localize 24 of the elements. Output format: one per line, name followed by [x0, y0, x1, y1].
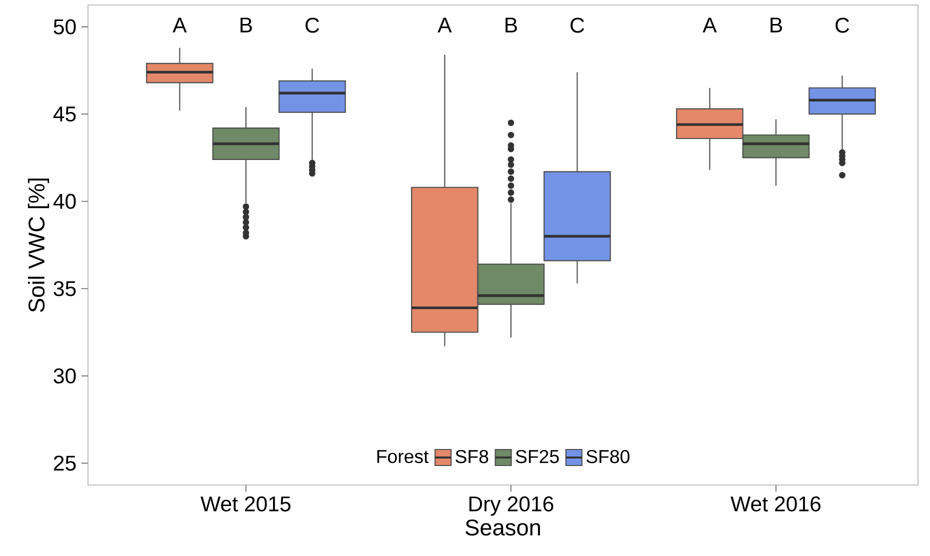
- y-tick-label: 25: [54, 456, 76, 471]
- legend-label: SF8: [456, 450, 488, 464]
- annotation: B: [506, 18, 517, 32]
- legend-label: SF25: [516, 450, 559, 464]
- annotation: C: [836, 18, 850, 33]
- y-tick-label: 40: [53, 194, 76, 209]
- legend-title: Forest: [377, 450, 429, 464]
- x-tick-label: Wet 2015: [200, 496, 290, 512]
- annotation: B: [770, 18, 782, 32]
- annotation: B: [240, 18, 252, 32]
- legend-label: SF80: [586, 450, 630, 464]
- annotation: C: [306, 18, 320, 33]
- annotation: A: [438, 18, 452, 32]
- annotation: A: [172, 18, 187, 32]
- x-axis-title: Season: [466, 520, 540, 536]
- x-tick-label: Dry 2016: [469, 496, 554, 516]
- y-tick-label: 45: [53, 106, 76, 122]
- x-tick-label: Wet 2016: [730, 496, 820, 512]
- y-axis-title: Soil VWC [%]: [28, 178, 50, 312]
- y-tick-label: 35: [54, 281, 76, 296]
- annotation: C: [570, 18, 584, 33]
- annotation: A: [702, 18, 717, 32]
- y-tick-label: 30: [54, 368, 76, 384]
- y-tick-label: 50: [54, 19, 76, 34]
